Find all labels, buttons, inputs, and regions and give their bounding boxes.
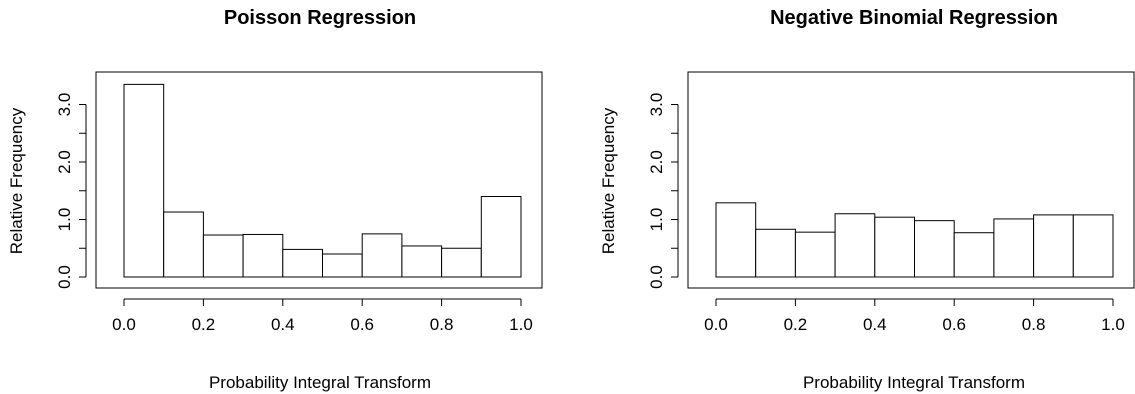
- y-axis-label: Relative Frequency: [599, 107, 618, 254]
- histogram-bar: [953, 232, 995, 278]
- plot-frame: [687, 71, 1135, 289]
- histogram-bar: [282, 248, 323, 278]
- y-tick-label: 2.0: [647, 150, 666, 174]
- y-tick-label: 1.0: [55, 208, 74, 232]
- x-axis-label: Probability Integral Transform: [803, 373, 1025, 392]
- x-tick-label: 0.2: [784, 315, 808, 334]
- x-tick-label: 0.4: [863, 315, 887, 334]
- histogram-bar: [242, 233, 284, 278]
- y-tick-label: 0.0: [55, 265, 74, 289]
- x-tick-label: 0.0: [704, 315, 728, 334]
- histogram-bar: [914, 220, 955, 278]
- histogram-bar: [715, 202, 757, 278]
- negative-binomial-histogram-panel: Negative Binomial Regression Probability…: [599, 7, 1135, 392]
- x-tick-label: 0.4: [271, 315, 295, 334]
- y-tick-label: 1.0: [647, 208, 666, 232]
- x-tick-label: 0.0: [112, 315, 136, 334]
- chart-title: Negative Binomial Regression: [770, 7, 1058, 29]
- chart-title: Poisson Regression: [224, 7, 416, 29]
- histogram-bar: [322, 253, 363, 278]
- y-axis-label: Relative Frequency: [7, 107, 26, 254]
- histogram-bar: [1033, 214, 1074, 278]
- x-tick-label: 0.6: [350, 315, 374, 334]
- histogram-bar: [361, 233, 403, 278]
- histogram-bar: [401, 245, 443, 278]
- x-tick-label: 0.2: [192, 315, 216, 334]
- x-tick-label: 1.0: [509, 315, 533, 334]
- y-tick-label: 3.0: [647, 93, 666, 117]
- histogram-bar: [1072, 214, 1114, 278]
- histogram-bar: [441, 247, 482, 278]
- histogram-bar: [834, 213, 876, 278]
- histogram-bar: [794, 231, 836, 278]
- x-tick-label: 0.8: [1022, 315, 1046, 334]
- poisson-histogram-panel: Poisson Regression Probability Integral …: [7, 7, 543, 392]
- y-tick-label: 3.0: [55, 93, 74, 117]
- x-tick-label: 0.6: [942, 315, 966, 334]
- y-tick-label: 0.0: [647, 265, 666, 289]
- histogram-bar: [874, 216, 915, 278]
- histogram-bar: [163, 211, 204, 278]
- histogram-bar: [123, 83, 165, 278]
- histogram-bar: [480, 196, 522, 278]
- y-tick-label: 2.0: [55, 150, 74, 174]
- histogram-bar: [993, 218, 1035, 278]
- x-tick-label: 1.0: [1101, 315, 1125, 334]
- plot-frame: [95, 71, 543, 289]
- histogram-bar: [755, 228, 796, 278]
- histogram-bar: [202, 234, 244, 278]
- x-tick-label: 0.8: [430, 315, 454, 334]
- x-axis-label: Probability Integral Transform: [209, 373, 431, 392]
